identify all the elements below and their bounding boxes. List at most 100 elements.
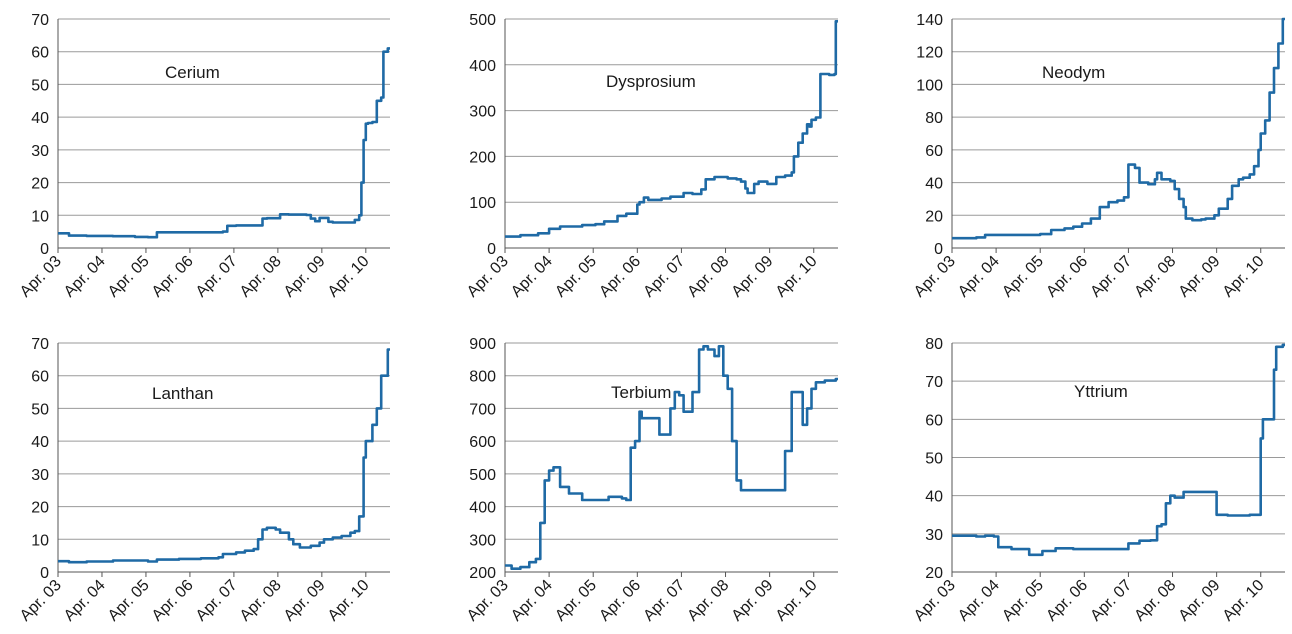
series-line — [58, 47, 390, 239]
x-tick-label: Apr. 09 — [281, 253, 329, 301]
x-tick-label: Apr. 04 — [61, 253, 109, 301]
y-tick-label: 40 — [31, 110, 49, 127]
series-line — [505, 20, 838, 238]
y-tick-label: 300 — [469, 532, 496, 549]
x-tick-label: Apr. 03 — [911, 577, 959, 625]
series-line — [505, 345, 838, 570]
x-tick-label: Apr. 08 — [684, 253, 732, 301]
x-tick-label: Apr. 06 — [149, 253, 197, 301]
chart-annotation: Yttrium — [1074, 382, 1128, 401]
y-tick-label: 70 — [31, 12, 49, 29]
y-tick-label: 60 — [925, 143, 943, 160]
y-tick-label: 600 — [469, 434, 496, 451]
y-tick-label: 120 — [916, 45, 943, 62]
y-tick-label: 10 — [31, 532, 49, 549]
chart-annotation: Lanthan — [152, 384, 213, 403]
x-tick-label: Apr. 04 — [955, 253, 1003, 301]
chart-annotation: Terbium — [611, 383, 671, 402]
y-tick-label: 300 — [469, 104, 496, 121]
x-tick-label: Apr. 05 — [105, 577, 153, 625]
x-tick-label: Apr. 08 — [1131, 253, 1179, 301]
x-tick-label: Apr. 05 — [999, 577, 1047, 625]
y-tick-label: 50 — [31, 77, 49, 94]
x-tick-label: Apr. 03 — [464, 253, 512, 301]
series-line — [952, 343, 1285, 557]
y-tick-label: 100 — [916, 77, 943, 94]
x-tick-label: Apr. 03 — [17, 577, 65, 625]
x-tick-label: Apr. 05 — [105, 253, 153, 301]
x-tick-label: Apr. 07 — [1087, 253, 1135, 301]
y-tick-label: 800 — [469, 369, 496, 386]
chart-annotation: Neodym — [1042, 63, 1105, 82]
y-tick-label: 70 — [925, 374, 943, 391]
y-tick-label: 30 — [31, 143, 49, 160]
y-tick-label: 50 — [31, 401, 49, 418]
y-tick-label: 10 — [31, 208, 49, 225]
chart-annotation: Cerium — [165, 63, 220, 82]
x-tick-label: Apr. 07 — [1087, 577, 1135, 625]
y-tick-label: 0 — [487, 241, 496, 258]
y-tick-label: 400 — [469, 500, 496, 517]
x-tick-label: Apr. 08 — [237, 253, 285, 301]
y-tick-label: 60 — [31, 45, 49, 62]
x-tick-label: Apr. 10 — [773, 577, 821, 625]
y-tick-label: 40 — [925, 176, 943, 193]
x-tick-label: Apr. 03 — [911, 253, 959, 301]
y-tick-label: 200 — [469, 565, 496, 582]
x-tick-label: Apr. 10 — [1220, 577, 1268, 625]
x-tick-label: Apr. 10 — [325, 253, 373, 301]
y-tick-label: 60 — [925, 412, 943, 429]
y-tick-label: 140 — [916, 12, 943, 29]
x-tick-label: Apr. 04 — [955, 577, 1003, 625]
x-tick-label: Apr. 06 — [596, 253, 644, 301]
y-tick-label: 30 — [31, 467, 49, 484]
y-tick-label: 80 — [925, 110, 943, 127]
x-tick-label: Apr. 09 — [281, 577, 329, 625]
y-tick-label: 0 — [934, 241, 943, 258]
x-tick-label: Apr. 08 — [684, 577, 732, 625]
y-tick-label: 20 — [925, 565, 943, 582]
y-tick-label: 700 — [469, 401, 496, 418]
y-tick-label: 20 — [31, 176, 49, 193]
x-tick-label: Apr. 10 — [773, 253, 821, 301]
y-tick-label: 500 — [469, 12, 496, 29]
y-tick-label: 200 — [469, 149, 496, 166]
x-tick-label: Apr. 04 — [508, 577, 556, 625]
y-tick-label: 20 — [925, 208, 943, 225]
x-tick-label: Apr. 04 — [508, 253, 556, 301]
x-tick-label: Apr. 06 — [596, 577, 644, 625]
x-tick-label: Apr. 03 — [464, 577, 512, 625]
series-line — [952, 17, 1285, 240]
y-tick-label: 70 — [31, 336, 49, 353]
x-tick-label: Apr. 07 — [640, 577, 688, 625]
chart-annotation: Dysprosium — [606, 72, 696, 91]
x-tick-label: Apr. 07 — [640, 253, 688, 301]
x-tick-label: Apr. 09 — [729, 577, 777, 625]
x-tick-label: Apr. 08 — [237, 577, 285, 625]
x-tick-label: Apr. 05 — [552, 253, 600, 301]
y-tick-label: 20 — [31, 500, 49, 517]
x-tick-label: Apr. 06 — [149, 577, 197, 625]
y-tick-label: 40 — [31, 434, 49, 451]
y-tick-label: 400 — [469, 58, 496, 75]
x-tick-label: Apr. 04 — [61, 577, 109, 625]
y-tick-label: 60 — [31, 369, 49, 386]
y-tick-label: 500 — [469, 467, 496, 484]
series-line — [58, 348, 390, 564]
y-tick-label: 100 — [469, 195, 496, 212]
x-tick-label: Apr. 06 — [1043, 577, 1091, 625]
y-tick-label: 50 — [925, 451, 943, 468]
y-tick-label: 0 — [40, 565, 49, 582]
x-tick-label: Apr. 10 — [1220, 253, 1268, 301]
x-tick-label: Apr. 05 — [999, 253, 1047, 301]
x-tick-label: Apr. 08 — [1131, 577, 1179, 625]
x-tick-label: Apr. 10 — [325, 577, 373, 625]
y-tick-label: 40 — [925, 489, 943, 506]
y-tick-label: 30 — [925, 527, 943, 544]
